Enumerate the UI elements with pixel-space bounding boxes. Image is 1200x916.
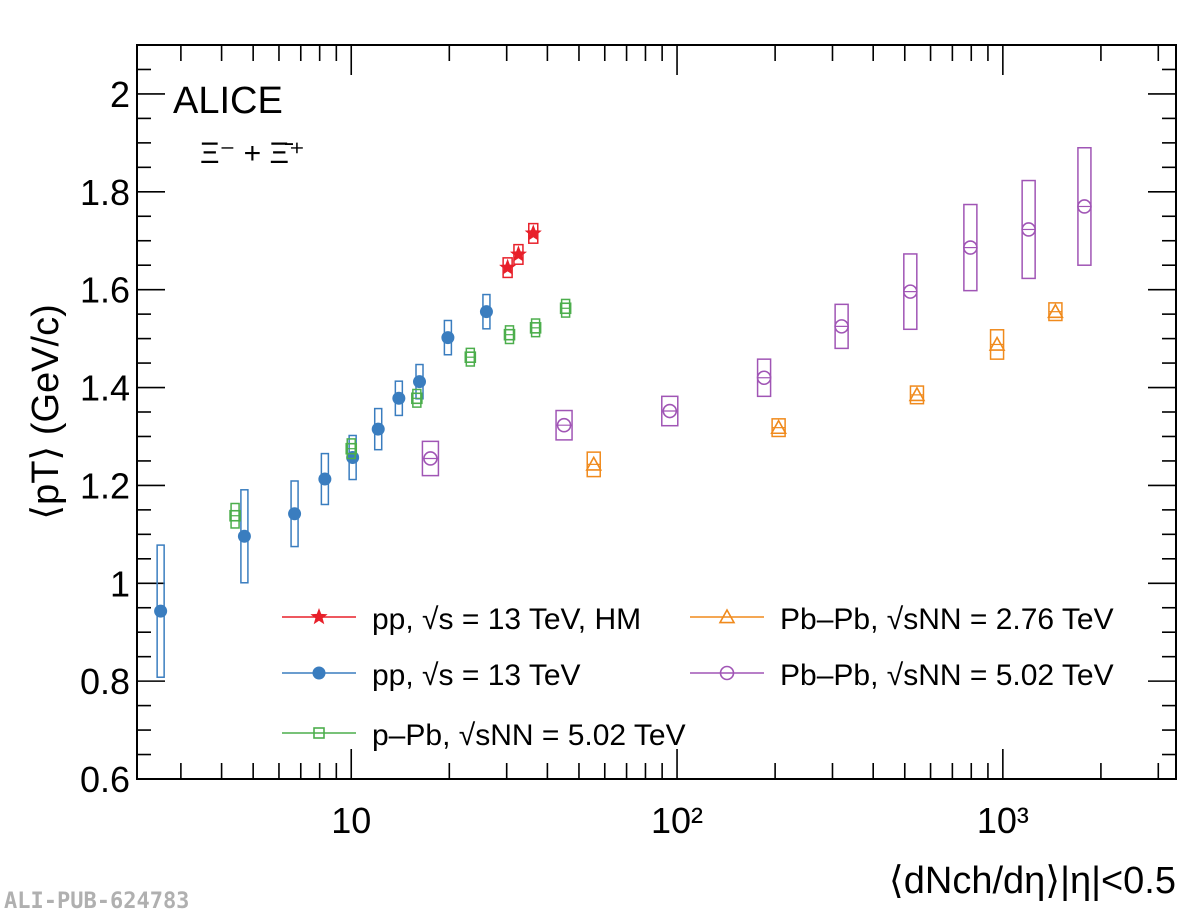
open-triangle-marker [585,455,603,471]
y-tick-label: 1.2 [80,465,130,506]
y-tick-label: 0.6 [80,759,130,800]
x-tick-label: 10² [651,800,703,841]
x-axis-label: ⟨dNch/dη⟩|η|<0.5 [889,860,1176,902]
filled-circle-marker [479,305,493,319]
legend-label: p–Pb, √sNN = 5.02 TeV [372,719,686,752]
open-triangle-marker [770,419,787,435]
filled-circle-marker [237,529,251,543]
plot-frame [136,44,1177,780]
open-circle-marker [963,240,978,255]
legend-label: pp, √s = 13 TeV [372,659,581,692]
open-circle-marker [719,665,735,681]
legend-entry: p–Pb, √sNN = 5.02 TeV [282,719,686,752]
legend-entry: pp, √s = 13 TeV [282,659,581,692]
series-open-square [229,298,572,529]
filled-circle-marker [413,375,427,389]
open-square-marker [464,351,477,363]
series-filled-circle [154,293,493,678]
legend-entry: pp, √s = 13 TeV, HM [282,603,641,636]
data-marks [154,147,1092,678]
legend-entry: Pb–Pb, √sNN = 2.76 TeV [690,603,1114,636]
y-axis-label: ⟨pT⟩ (GeV/c) [25,304,67,519]
open-square-marker [559,302,572,315]
open-triangle-marker [718,608,736,624]
open-square-marker [345,442,358,455]
series-star [499,222,542,279]
open-triangle-marker [1047,303,1064,319]
chart-subtitle: Ξ⁻ + Ξ̄⁺ [200,137,305,170]
y-tick-labels: 0.6 0.8 1 1.2 1.4 1.6 1.8 2 [80,74,130,800]
publication-reference: ALI-PUB-624783 [4,889,190,914]
star-marker [524,224,542,241]
x-tick-label: 10³ [977,800,1029,841]
open-circle-marker [662,403,678,419]
star-marker [509,245,527,262]
filled-circle-marker [371,422,385,436]
filled-circle-marker [154,604,168,618]
y-tick-label: 1.8 [80,172,130,213]
open-square-marker [529,322,542,334]
filled-circle-marker [441,331,455,345]
open-circle-marker [756,370,772,386]
open-square-marker [503,328,516,341]
y-tick-label: 1.4 [80,368,130,409]
open-circle-marker [423,451,438,466]
legend-entry: Pb–Pb, √sNN = 5.02 TeV [690,659,1114,692]
legend-label: Pb–Pb, √sNN = 5.02 TeV [780,659,1114,692]
filled-circle-marker [312,666,326,680]
open-circle-marker [556,417,572,433]
open-circle-marker [1077,199,1092,214]
y-tick-label: 1.6 [80,270,130,311]
open-square-marker [411,392,423,405]
x-tick-labels: 10 10² 10³ [331,800,1029,841]
open-triangle-marker [988,335,1006,351]
series-open-circle [421,147,1092,477]
open-square-marker [229,509,241,522]
open-circle-marker [1021,222,1036,237]
star-marker [310,608,328,625]
chart-title: ALICE [173,80,283,122]
legend-label: Pb–Pb, √sNN = 2.76 TeV [780,603,1114,636]
x-tick-label: 10 [331,800,371,841]
y-tick-label: 0.8 [80,661,130,702]
filled-circle-marker [392,391,406,405]
star-marker [499,258,517,275]
legend-label: pp, √s = 13 TeV, HM [372,603,641,636]
y-tick-label: 2 [110,74,130,115]
series-open-triangle [585,302,1064,478]
open-circle-marker [834,319,849,334]
open-triangle-marker [908,386,926,402]
open-square-marker [313,727,325,739]
filled-circle-marker [318,472,332,486]
y-tick-label: 1 [110,563,130,604]
legend: pp, √s = 13 TeV, HM pp, √s = 13 TeV p–Pb, … [282,603,1114,752]
filled-circle-marker [288,507,302,521]
open-circle-marker [903,284,918,299]
